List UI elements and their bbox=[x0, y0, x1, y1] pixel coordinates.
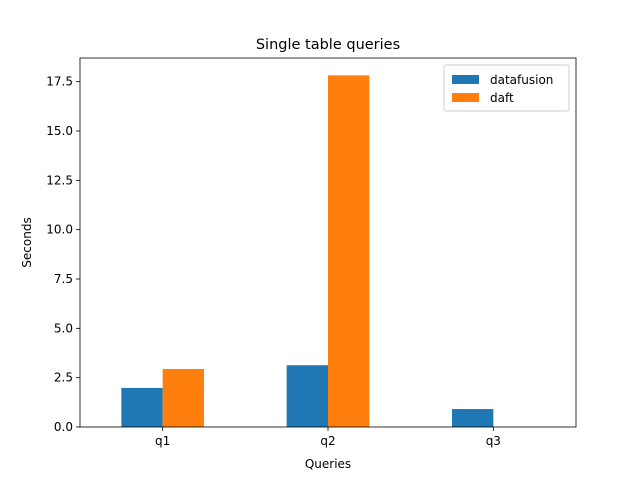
bar-datafusion-q3 bbox=[452, 409, 494, 427]
y-tick-label: 0.0 bbox=[54, 420, 73, 434]
y-tick-label: 12.5 bbox=[46, 173, 73, 187]
chart-title: Single table queries bbox=[256, 37, 400, 53]
x-axis-label: Queries bbox=[305, 457, 351, 471]
bar-daft-q1 bbox=[162, 368, 204, 427]
bar-datafusion-q2 bbox=[286, 365, 328, 427]
bar-daft-q2 bbox=[328, 75, 370, 427]
y-tick-label: 7.5 bbox=[54, 272, 73, 286]
y-tick-label: 2.5 bbox=[54, 371, 73, 385]
y-tick-label: 17.5 bbox=[46, 75, 73, 89]
legend-label-datafusion: datafusion bbox=[490, 73, 553, 87]
legend-swatch-datafusion bbox=[452, 75, 479, 84]
x-tick-label-q3: q3 bbox=[486, 434, 501, 448]
legend-swatch-daft bbox=[452, 93, 479, 102]
legend-label-daft: daft bbox=[490, 91, 514, 105]
ticks-layer: q1 q2 q3 0.0 2.5 5.0 7.5 10.0 12.5 15.0 17.5 bbox=[46, 75, 501, 448]
legend: datafusion daft bbox=[443, 64, 570, 112]
bar-datafusion-q1 bbox=[121, 387, 163, 427]
x-tick-label-q2: q2 bbox=[320, 434, 335, 448]
y-tick-label: 10.0 bbox=[46, 223, 73, 237]
y-tick-label: 5.0 bbox=[54, 321, 73, 335]
y-axis-label: Seconds bbox=[20, 217, 34, 267]
bars-layer bbox=[121, 75, 494, 427]
x-tick-label-q1: q1 bbox=[155, 434, 170, 448]
y-tick-label: 15.0 bbox=[46, 124, 73, 138]
